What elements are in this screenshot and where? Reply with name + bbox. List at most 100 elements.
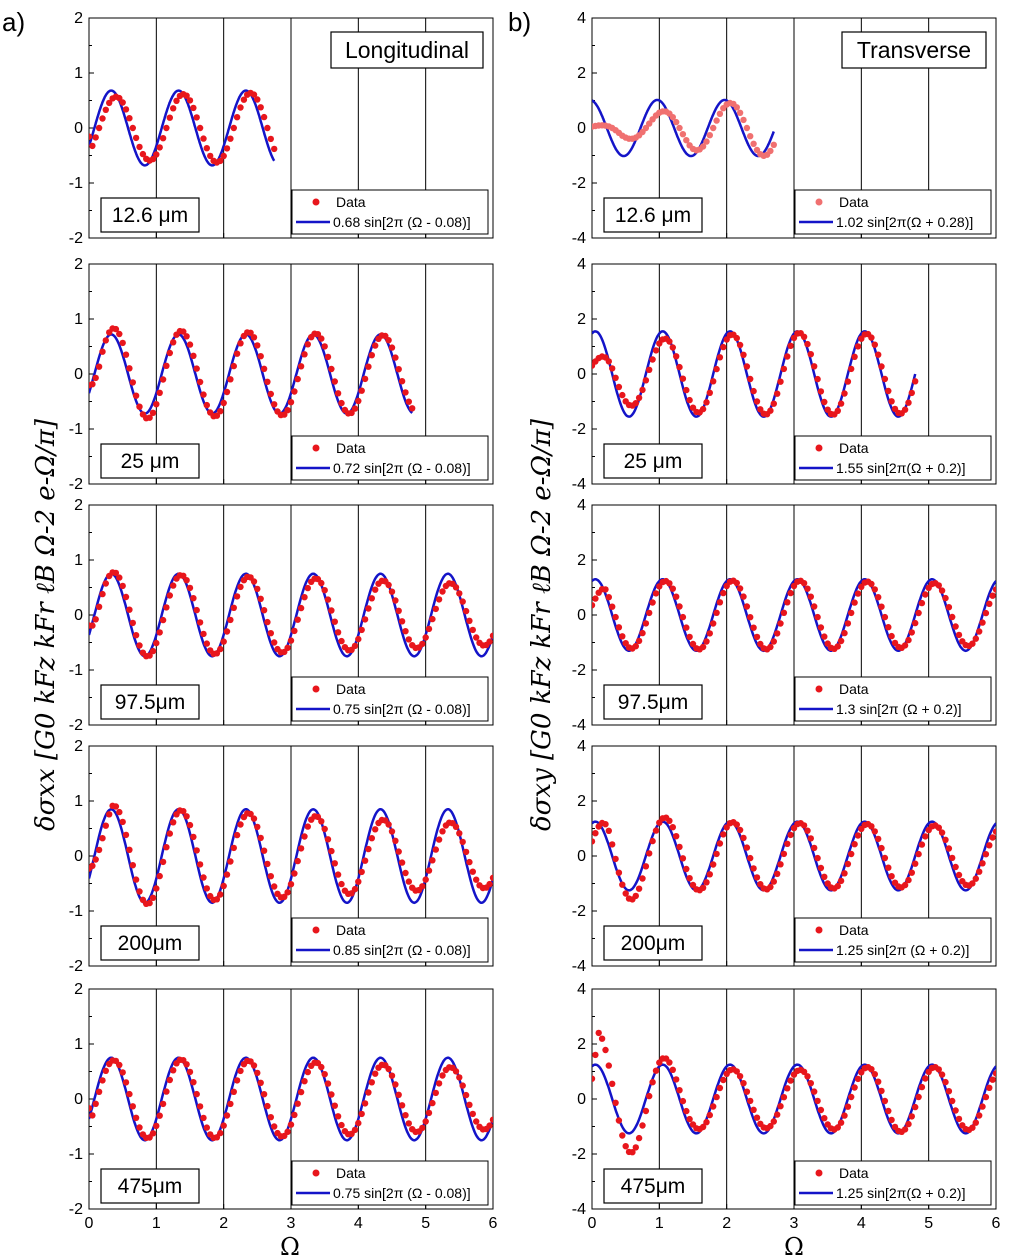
data-point: [254, 1069, 261, 1077]
data-point: [592, 1051, 599, 1059]
y-tick-label: -1: [69, 662, 83, 679]
data-point: [358, 868, 365, 876]
data-point: [328, 607, 335, 614]
data-point: [102, 106, 110, 114]
legend-data-label: Data: [839, 440, 869, 456]
data-point: [716, 354, 724, 361]
data-point: [851, 353, 858, 360]
y-tick-label: -4: [572, 717, 586, 734]
y-tick-label: 1: [74, 311, 83, 328]
data-point: [652, 347, 660, 354]
data-point: [392, 354, 399, 361]
y-tick-label: 2: [74, 10, 83, 27]
data-point: [750, 387, 757, 395]
sample-label: 97.5μm: [618, 691, 688, 714]
data-point: [938, 1071, 946, 1078]
data-point: [170, 339, 177, 346]
data-point: [358, 1110, 365, 1118]
data-point: [473, 634, 480, 641]
data-point: [439, 1072, 446, 1079]
data-point: [291, 627, 298, 635]
data-point: [166, 592, 173, 599]
data-point: [328, 847, 335, 855]
sample-label-box: 475μm: [603, 1168, 703, 1204]
data-point: [740, 593, 747, 600]
data-point: [328, 1091, 335, 1098]
data-point: [639, 386, 646, 394]
data-point: [619, 881, 626, 888]
fit-curve: [592, 330, 917, 418]
chart-panel-left-1: -2 -1 0 1 2 25 μm Data 0.72 sin[2π (Ω - 0.08)]: [69, 256, 494, 493]
data-point: [635, 637, 643, 645]
data-point: [260, 113, 268, 121]
data-point: [284, 1128, 291, 1136]
y-tick-label: 2: [74, 497, 83, 514]
data-point: [844, 378, 852, 385]
data-point: [679, 131, 687, 138]
data-point: [770, 141, 777, 148]
data-point: [854, 343, 862, 350]
data-point: [156, 872, 163, 880]
data-point: [841, 870, 848, 877]
data-point: [800, 580, 808, 587]
data-point: [814, 375, 821, 383]
data-point: [949, 854, 956, 862]
data-point: [116, 1061, 123, 1069]
data-point: [935, 1066, 942, 1073]
data-point: [949, 1097, 956, 1105]
sample-label-frame: [100, 925, 200, 961]
data-point: [952, 863, 959, 871]
data-point: [462, 1091, 470, 1099]
data-point: [683, 1107, 690, 1115]
data-point: [422, 634, 429, 641]
sample-label-frame: [100, 1168, 200, 1204]
data-point: [452, 1068, 460, 1075]
data-point: [186, 584, 194, 592]
data-point: [284, 407, 291, 414]
data-point: [163, 1088, 170, 1095]
data-point: [703, 399, 710, 406]
y-tick-label: 0: [577, 366, 586, 383]
y-tick-label: 0: [74, 607, 83, 624]
data-point: [629, 1149, 636, 1156]
data-point: [787, 342, 794, 349]
data-point: [89, 1112, 96, 1119]
data-point: [102, 337, 110, 344]
data-point: [149, 409, 157, 416]
data-point: [868, 823, 875, 830]
data-point: [743, 603, 751, 610]
data-point: [901, 1126, 909, 1133]
data-point: [190, 352, 197, 359]
data-point: [351, 885, 359, 893]
data-point: [642, 1107, 650, 1115]
data-point: [908, 1113, 915, 1120]
data-point: [767, 1122, 774, 1130]
data-point: [297, 363, 305, 370]
data-point: [203, 640, 210, 647]
data-point: [720, 343, 727, 351]
x-tick-label: 4: [354, 1215, 363, 1232]
data-point: [318, 818, 325, 825]
data-point: [166, 830, 173, 837]
data-point: [652, 590, 660, 597]
data-point: [986, 600, 993, 607]
y-tick-label: 2: [74, 256, 83, 273]
data-point: [129, 124, 136, 132]
data-point: [159, 1100, 167, 1108]
y-tick-label: -4: [572, 476, 586, 493]
data-point: [915, 850, 922, 858]
x-axis-title-right: Ω: [784, 1233, 804, 1260]
data-point: [237, 340, 244, 347]
data-point: [635, 885, 643, 892]
panel-title-frame: [841, 31, 987, 69]
data-point: [392, 837, 399, 844]
data-point: [203, 145, 210, 152]
data-point: [689, 881, 697, 889]
data-point: [132, 1114, 140, 1122]
y-tick-label: 1: [74, 552, 83, 569]
data-point: [979, 619, 986, 626]
data-point: [395, 366, 402, 373]
sample-label: 12.6 μm: [112, 204, 188, 227]
data-point: [989, 1076, 996, 1083]
data-point: [922, 833, 929, 840]
